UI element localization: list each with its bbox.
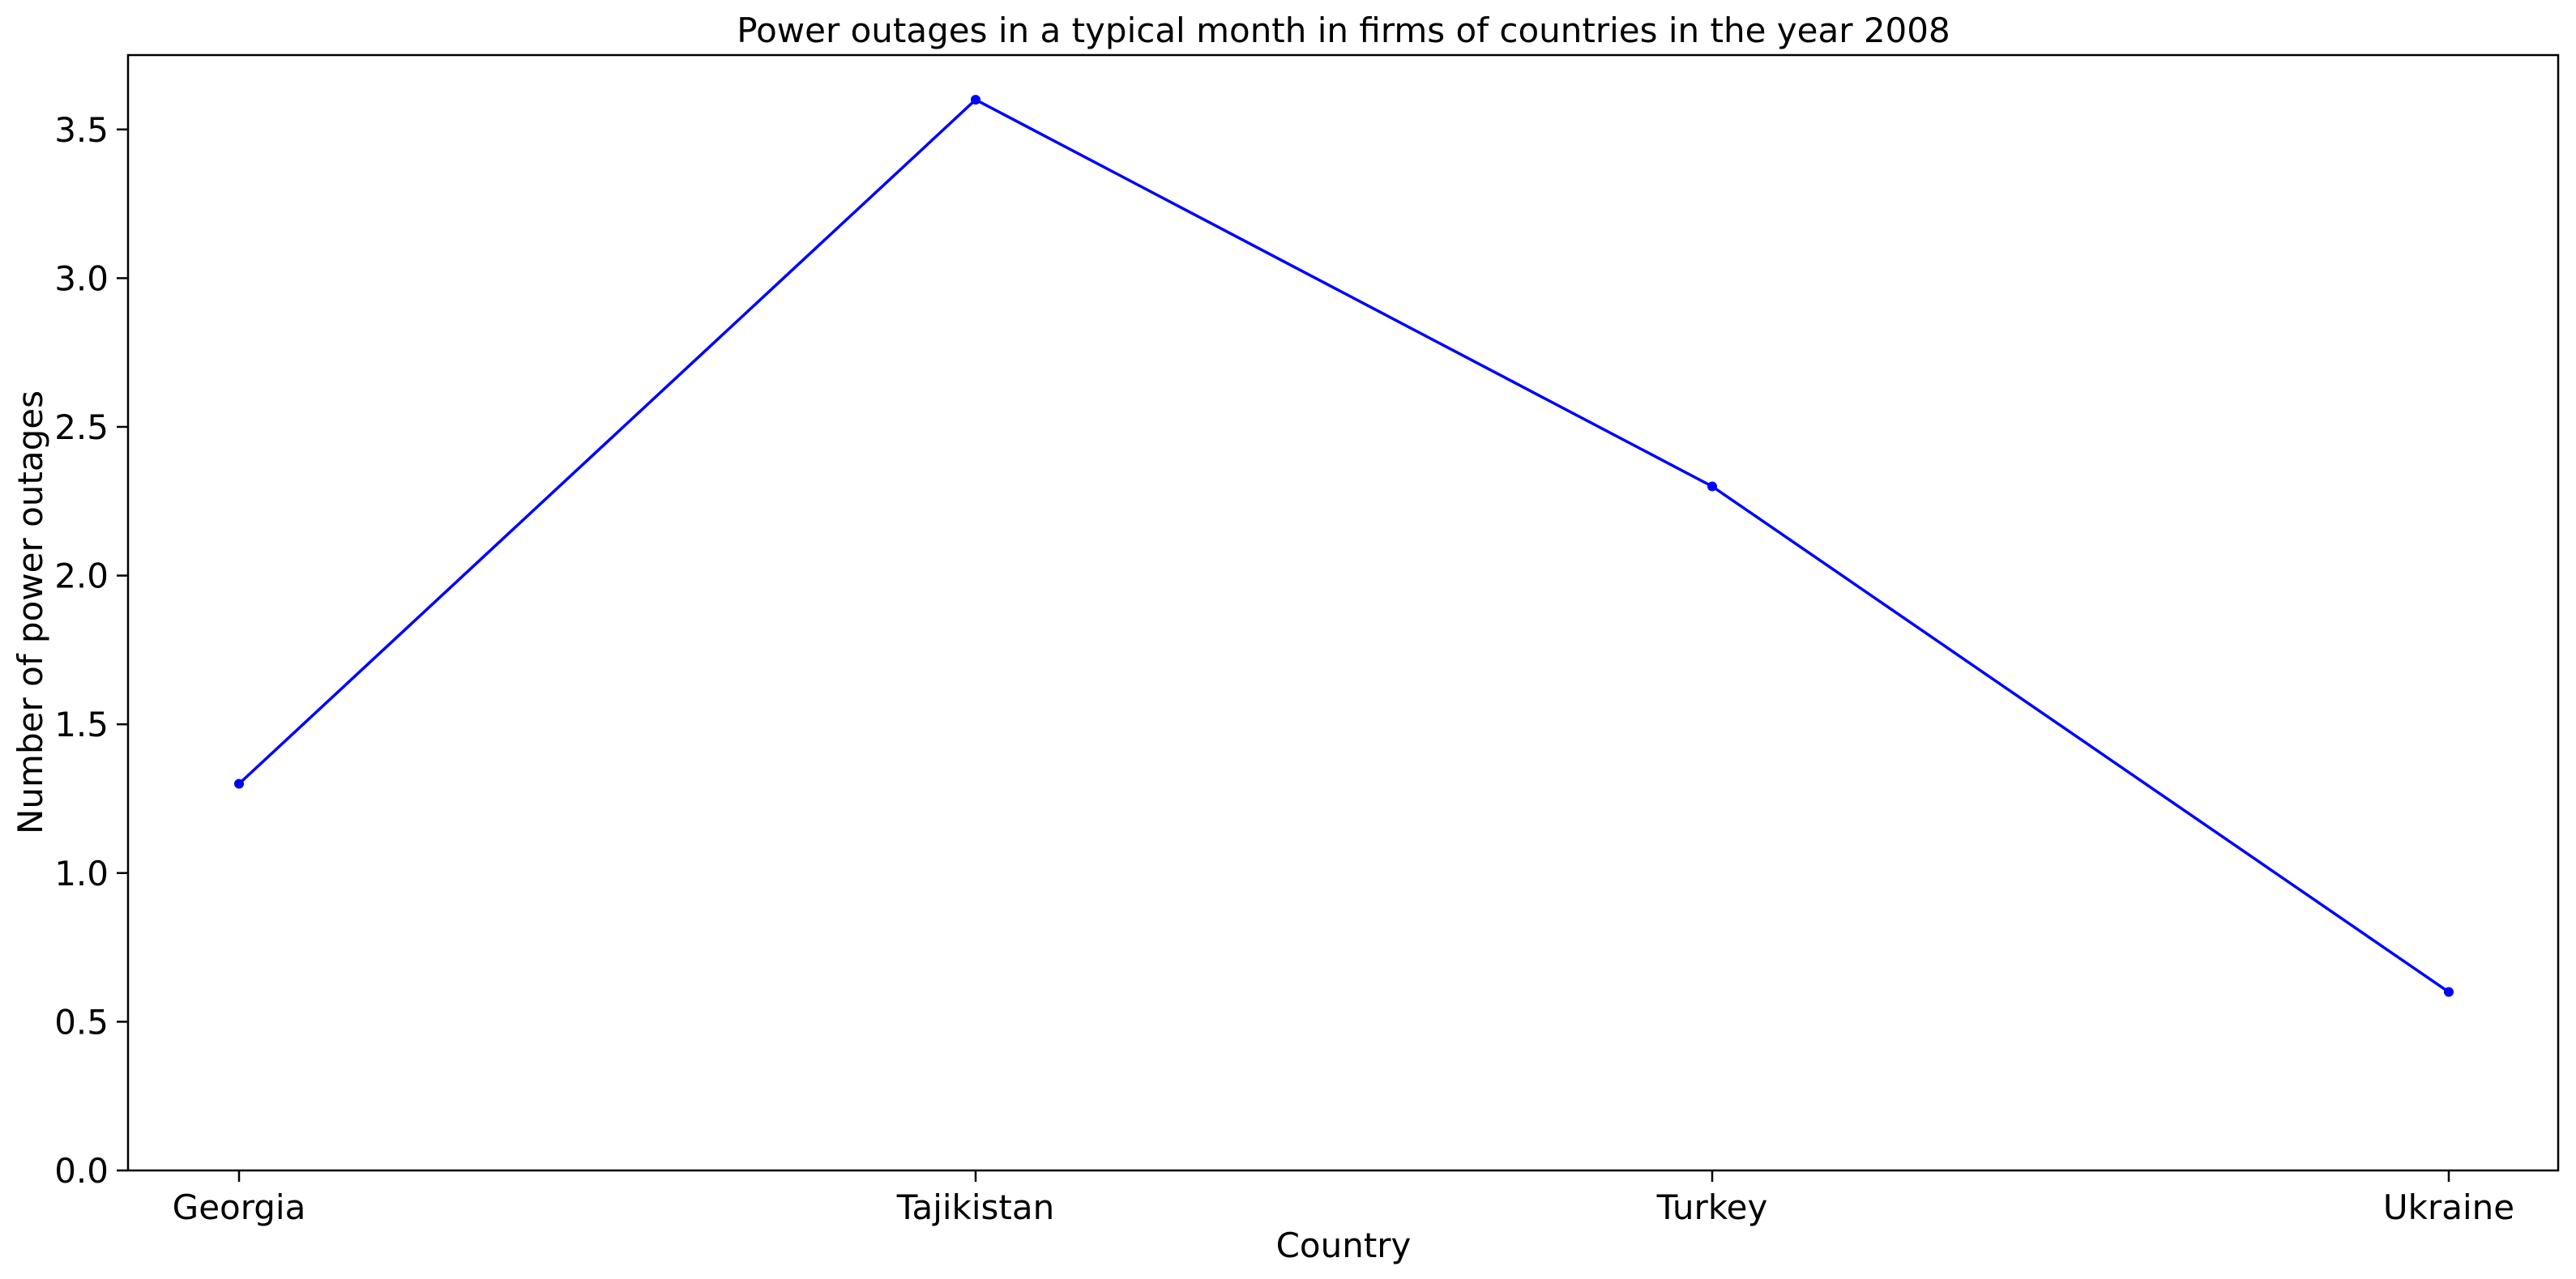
data-point-tajikistan	[971, 95, 980, 105]
y-tick-label: 2.0	[54, 556, 109, 596]
x-tick-label-tajikistan: Tajikistan	[896, 1187, 1054, 1227]
y-axis: 0.0 0.5 1.0 1.5 2.0 2.5 3.0 3.5	[54, 110, 128, 1191]
chart-title: Power outages in a typical month in firm…	[737, 11, 1950, 50]
x-axis-label: Country	[1276, 1226, 1412, 1265]
y-tick-label: 3.5	[54, 110, 109, 150]
data-point-turkey	[1707, 481, 1717, 492]
series-line	[237, 97, 2450, 994]
y-tick-label: 2.5	[54, 407, 109, 447]
y-tick-label: 1.0	[54, 854, 109, 893]
y-tick-label: 1.5	[54, 705, 109, 744]
x-tick-label-georgia: Georgia	[173, 1187, 306, 1227]
x-tick-label-turkey: Turkey	[1656, 1187, 1768, 1227]
series-markers	[234, 95, 2454, 997]
data-point-georgia	[234, 778, 244, 789]
x-axis: Georgia Tajikistan Turkey Ukraine	[173, 1170, 2514, 1227]
plot-area-frame	[126, 53, 2560, 1172]
y-tick-label: 0.5	[54, 1002, 109, 1042]
y-axis-label: Number of power outages	[11, 390, 50, 834]
data-point-ukraine	[2444, 987, 2454, 997]
y-tick-label: 0.0	[54, 1151, 109, 1191]
y-tick-label: 3.0	[54, 258, 109, 298]
x-tick-label-ukraine: Ukraine	[2383, 1187, 2514, 1227]
